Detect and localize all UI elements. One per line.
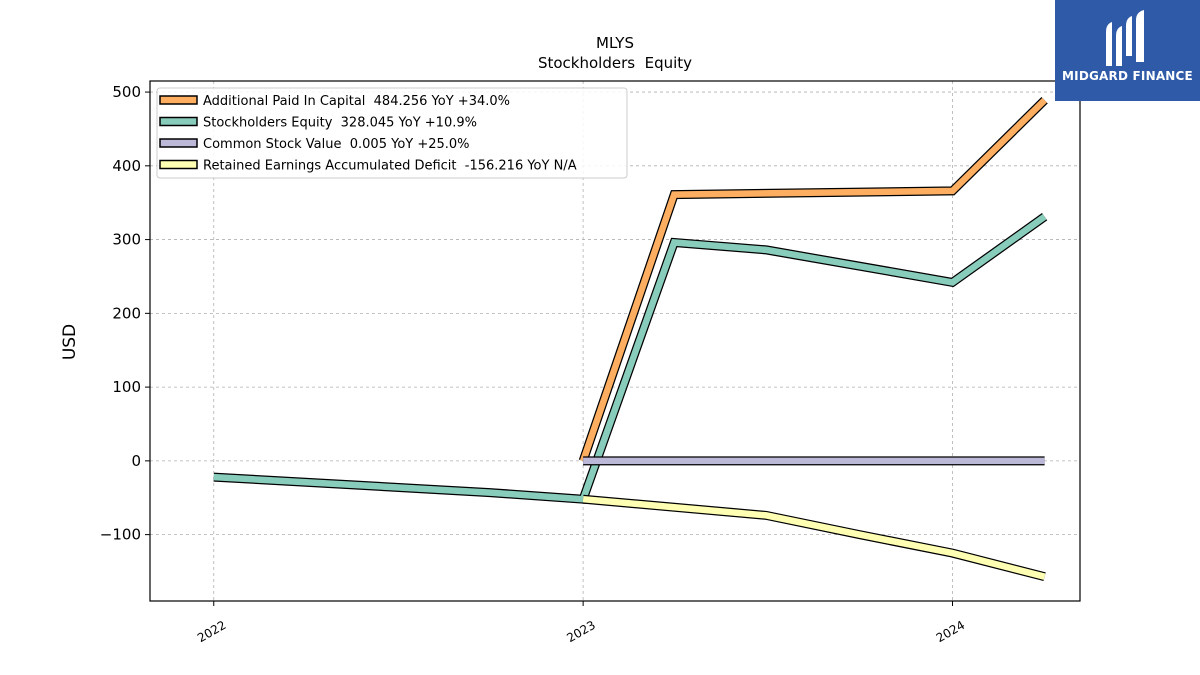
y-axis-label: USD (60, 324, 80, 360)
plot-frame (149, 80, 1081, 602)
y-tick-label: 0 (131, 452, 141, 470)
brand-name: MIDGARD FINANCE (1062, 69, 1193, 83)
y-tick-label: 400 (112, 157, 141, 175)
x-axis: 2022 2023 2024 (195, 601, 967, 645)
y-tick-label: 300 (112, 231, 141, 249)
series-line (213, 213, 1048, 504)
series-outline (582, 494, 1046, 582)
series-line (578, 96, 1048, 463)
legend-label: Additional Paid In Capital 484.256 YoY +… (203, 94, 510, 109)
legend-label: Common Stock Value 0.005 YoY +25.0% (203, 137, 470, 152)
y-tick-label: 100 (112, 378, 141, 396)
series-outline (578, 96, 1048, 463)
legend: Additional Paid In Capital 484.256 YoY +… (156, 87, 628, 179)
x-tick-label: 2022 (195, 618, 228, 645)
legend-label: Retained Earnings Accumulated Deficit -1… (203, 159, 577, 174)
legend-swatch (159, 116, 198, 127)
series-stroke (580, 97, 1047, 462)
series-lines (213, 96, 1048, 582)
series-line (582, 494, 1046, 582)
y-tick-label: 200 (112, 304, 141, 322)
chart-subtitle: Stockholders Equity (538, 54, 692, 72)
legend-swatch (159, 138, 198, 148)
legend-swatch (159, 159, 198, 170)
x-tick-label: 2024 (934, 618, 967, 645)
y-tick-label: 500 (112, 83, 141, 101)
legend-box (156, 87, 628, 179)
chart-title: MLYS (596, 34, 634, 52)
x-tick-label: 2023 (564, 618, 597, 645)
y-tick-label: −100 (100, 526, 141, 544)
series-stroke (582, 495, 1046, 580)
series-stroke (213, 214, 1047, 503)
legend-label: Stockholders Equity 328.045 YoY +10.9% (203, 116, 477, 131)
y-axis: −100 0 100 200 300 400 500 (100, 83, 150, 544)
legend-swatch (159, 95, 198, 105)
midgard-logo-icon (1106, 10, 1144, 66)
